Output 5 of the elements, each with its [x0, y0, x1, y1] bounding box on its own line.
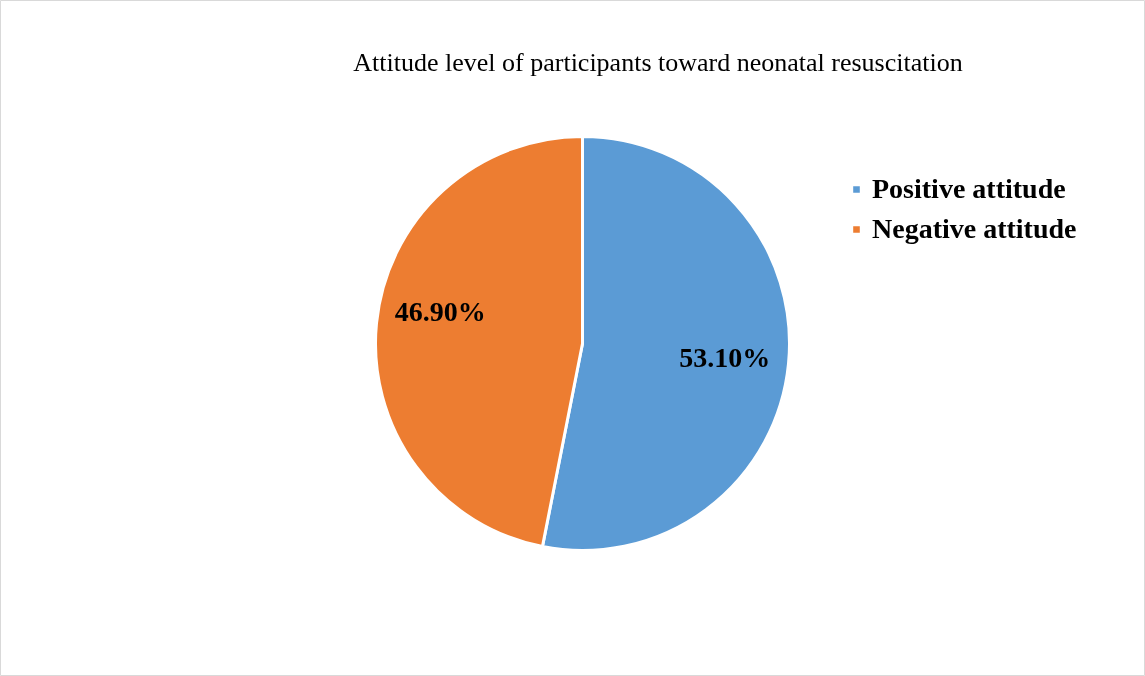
chart-title: Attitude level of participants toward neonatal resuscitation	[353, 48, 963, 77]
data-label: 53.10%	[679, 341, 771, 373]
legend-label: Negative attitude	[872, 213, 1077, 245]
legend-label: Positive attitude	[872, 173, 1066, 205]
data-label: 46.90%	[394, 296, 486, 328]
